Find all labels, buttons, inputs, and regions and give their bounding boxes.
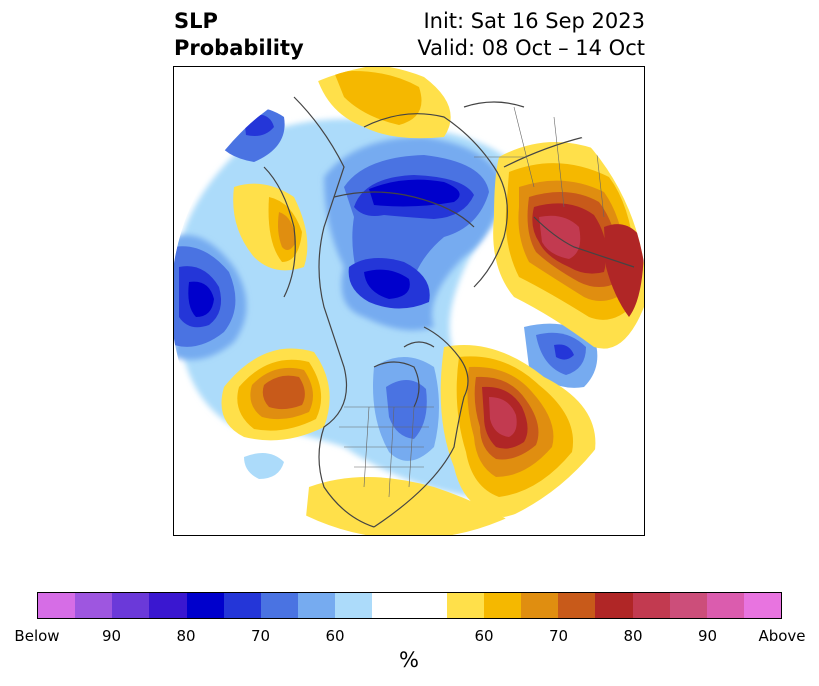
colorbar-cell [446,593,484,618]
colorbar-cell [669,593,707,618]
title-line-2: Probability [174,36,304,60]
chart-title: SLP Probability [174,8,304,62]
colorbar-tick-label: Below [14,627,60,645]
colorbar-cell [595,593,633,618]
colorbar-cell [186,593,224,618]
valid-dates: Valid: 08 Oct – 14 Oct [417,36,645,60]
colorbar-tick-label: 80 [623,627,643,645]
colorbar-unit-label: % [399,648,419,672]
title-line-1: SLP [174,9,218,33]
colorbar-tick-label: 90 [697,627,718,645]
colorbar [37,592,782,619]
colorbar-cell [38,593,76,618]
init-date: Init: Sat 16 Sep 2023 [423,9,645,33]
colorbar-cell [112,593,150,618]
probability-field [174,67,644,535]
colorbar-cell [149,593,187,618]
colorbar-cell [223,593,261,618]
colorbar-tick-label: 80 [176,627,196,645]
forecast-dates: Init: Sat 16 Sep 2023 Valid: 08 Oct – 14… [417,8,645,62]
colorbar-tick-label: 70 [250,627,271,645]
colorbar-cell [372,593,410,618]
colorbar-cell [706,593,744,618]
colorbar-cell [521,593,559,618]
colorbar-cell [260,593,299,618]
colorbar-cell [632,593,670,618]
colorbar-cell [409,593,447,618]
colorbar-cell [483,593,522,618]
map-frame [173,66,645,536]
colorbar-cell [558,593,596,618]
borders [339,106,605,498]
probability-map [174,67,644,535]
colorbar-cell [743,593,782,618]
colorbar-cell [75,593,113,618]
colorbar-tick-label: 70 [548,627,569,645]
colorbar-tick-label: Above [758,627,806,645]
colorbar-tick-label: 60 [325,627,345,645]
colorbar-cell [298,593,336,618]
colorbar-tick-label: 60 [474,627,494,645]
colorbar-cell [335,593,373,618]
colorbar-tick-label: 90 [101,627,122,645]
